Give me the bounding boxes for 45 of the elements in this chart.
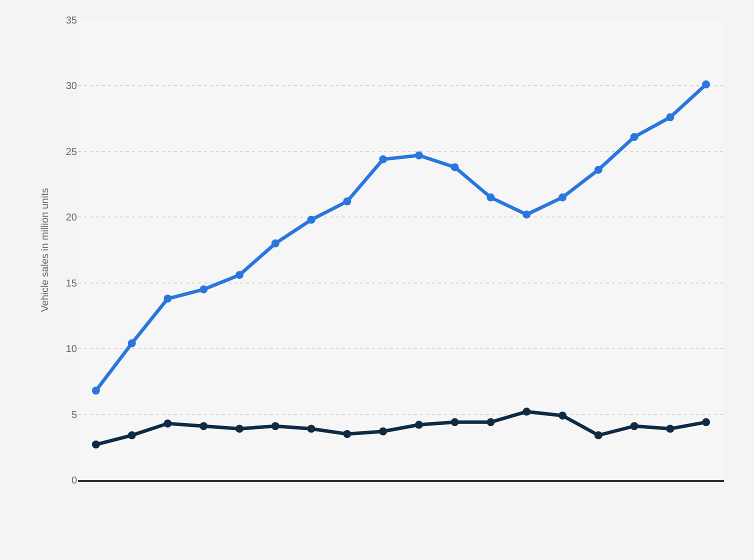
- point: [343, 430, 352, 438]
- point: [414, 151, 423, 160]
- point: [128, 339, 136, 348]
- point: [594, 166, 602, 174]
- y-axis-title: Vehicle sales in million units: [40, 188, 51, 312]
- point: [702, 80, 710, 88]
- point: [200, 285, 208, 294]
- y-tick-label: 5: [71, 410, 78, 421]
- point: [558, 193, 566, 202]
- y-tick-label: 0: [71, 476, 78, 486]
- point: [630, 132, 638, 141]
- point: [450, 163, 459, 172]
- point: [200, 422, 208, 430]
- point: [522, 210, 531, 219]
- point: [666, 113, 674, 122]
- point: [594, 431, 602, 440]
- y-tick-label: 15: [66, 278, 78, 290]
- point: [486, 193, 495, 202]
- point: [271, 422, 280, 430]
- point: [379, 155, 388, 164]
- point: [630, 422, 638, 430]
- y-tick-label: 20: [66, 212, 78, 224]
- point: [450, 418, 459, 426]
- y-tick-label: 35: [66, 16, 78, 26]
- point: [92, 386, 100, 395]
- point: [343, 197, 352, 206]
- point: [307, 424, 316, 433]
- point: [666, 424, 674, 433]
- point: [128, 431, 136, 440]
- point: [236, 424, 244, 433]
- point: [307, 216, 316, 224]
- point: [92, 440, 100, 449]
- y-tick-label: 25: [66, 146, 78, 158]
- y-tick-label: 30: [66, 81, 78, 92]
- point: [702, 418, 710, 426]
- point: [271, 239, 280, 248]
- y-tick-label: 10: [66, 344, 78, 356]
- point: [486, 418, 495, 426]
- point: [414, 420, 423, 429]
- point: [164, 294, 172, 303]
- point: [236, 270, 244, 279]
- point: [558, 412, 566, 420]
- point: [164, 419, 172, 428]
- point: [522, 408, 531, 416]
- point: [379, 427, 388, 436]
